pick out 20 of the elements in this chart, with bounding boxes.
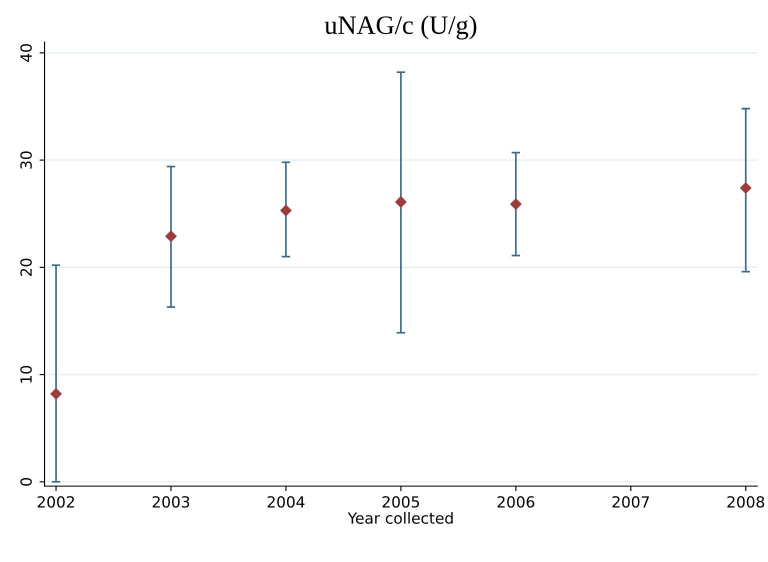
point [280, 204, 292, 216]
x-tick-label: 2008 [727, 496, 764, 508]
x-tick-label: 2004 [268, 496, 305, 508]
chart-title: uNAG/c (U/g) [324, 16, 476, 40]
point [740, 182, 752, 194]
x-tick-label: 2005 [382, 496, 419, 508]
x-tick-label: 2002 [38, 496, 74, 508]
y-tick-label: 10 [20, 366, 32, 383]
x-axis-title: Year collected [348, 512, 453, 524]
y-tick-label: 0 [20, 478, 32, 486]
point [50, 388, 62, 400]
point [510, 198, 522, 210]
y-tick-label: 20 [20, 258, 32, 276]
point [165, 230, 177, 242]
x-tick-label: 2006 [498, 496, 534, 508]
x-tick-label: 2007 [612, 496, 649, 508]
point [395, 196, 406, 208]
y-tick-label: 30 [20, 151, 32, 169]
x-tick-label: 2003 [152, 496, 190, 508]
y-tick-label: 40 [20, 44, 32, 62]
